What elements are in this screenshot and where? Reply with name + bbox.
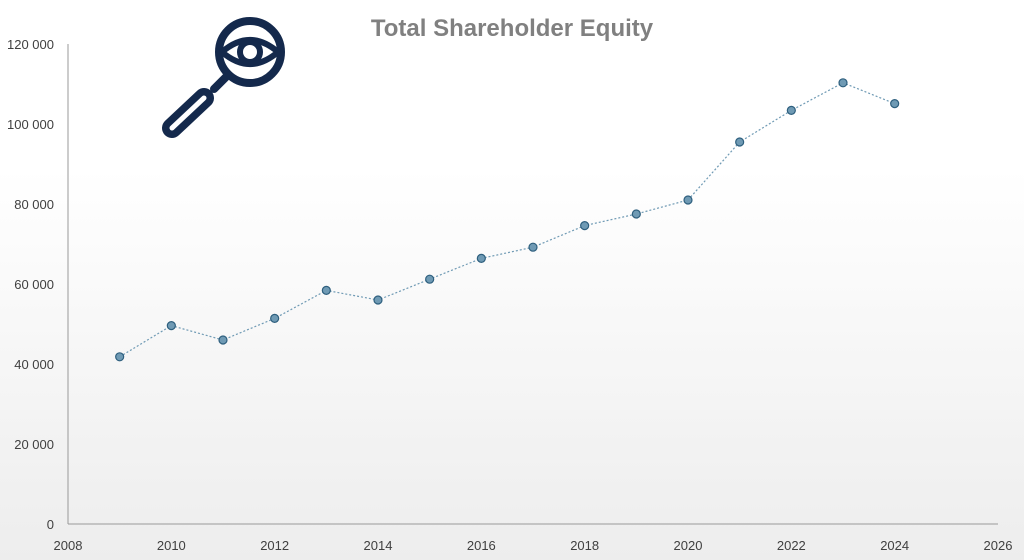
x-axis: 2008 2010 2012 2014 2016 2018 2020 2022 2024 2026	[54, 538, 1013, 553]
series-line	[119, 82, 895, 358]
x-tick-label: 2008	[54, 538, 83, 553]
x-tick-label: 2024	[880, 538, 909, 553]
data-point	[528, 242, 538, 252]
data-point	[631, 209, 641, 219]
x-tick-label: 2010	[157, 538, 186, 553]
y-tick-label: 0	[47, 517, 54, 532]
data-point	[270, 313, 280, 323]
y-tick-label: 100 000	[7, 117, 54, 132]
data-point	[373, 295, 383, 305]
magnifier-eye-icon	[162, 17, 285, 138]
y-tick-label: 40 000	[14, 357, 54, 372]
chart-title: Total Shareholder Equity	[371, 15, 654, 42]
data-point	[580, 221, 590, 231]
data-point	[890, 98, 900, 109]
data-point	[115, 352, 125, 362]
x-tick-label: 2014	[364, 538, 393, 553]
y-tick-label: 60 000	[14, 277, 54, 292]
data-point	[683, 195, 693, 205]
y-tick-label: 80 000	[14, 197, 54, 212]
y-tick-label: 120 000	[7, 37, 54, 52]
data-point	[476, 253, 486, 263]
axes	[67, 44, 998, 525]
x-tick-label: 2020	[674, 538, 703, 553]
x-tick-label: 2022	[777, 538, 806, 553]
y-tick-label: 20 000	[14, 437, 54, 452]
data-point	[166, 321, 176, 331]
data-point	[218, 335, 228, 345]
x-tick-label: 2012	[260, 538, 289, 553]
data-point	[735, 137, 745, 147]
data-point	[786, 105, 796, 116]
data-point	[321, 285, 331, 295]
data-point	[838, 78, 848, 88]
data-point	[425, 274, 435, 284]
series	[115, 78, 900, 362]
y-axis: 0 20 000 40 000 60 000 80 000 100 000 120 000	[7, 37, 54, 532]
x-tick-label: 2026	[984, 538, 1013, 553]
x-tick-label: 2016	[467, 538, 496, 553]
x-tick-label: 2018	[570, 538, 599, 553]
